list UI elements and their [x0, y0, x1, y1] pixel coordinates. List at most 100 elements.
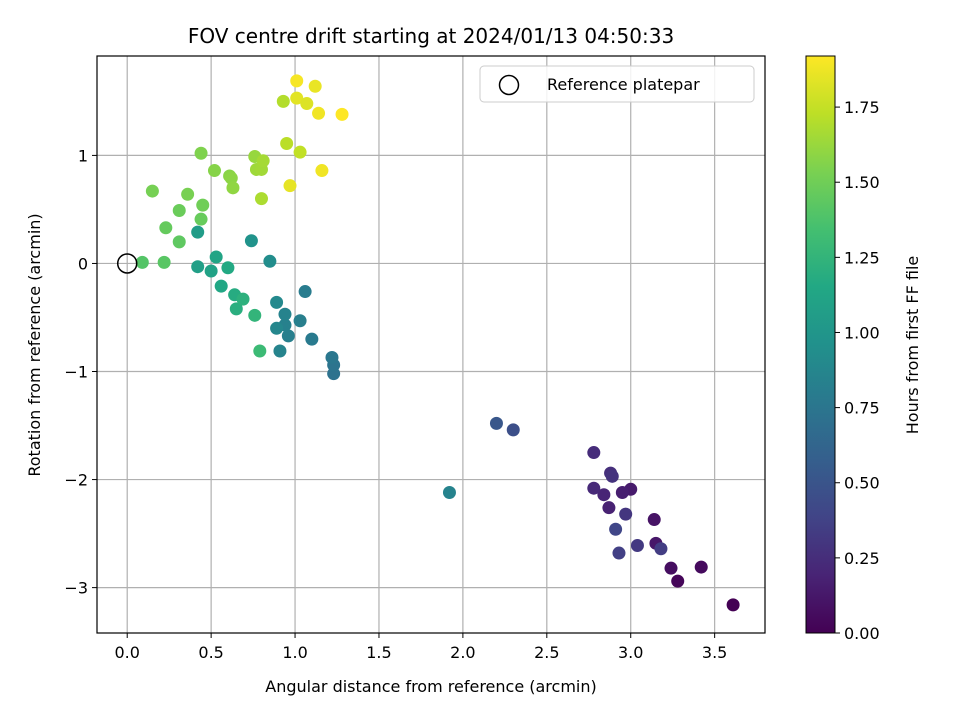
data-point [256, 154, 270, 168]
y-axis-label: Rotation from reference (arcmin) [25, 213, 44, 476]
colorbar-tick-label: 0.75 [844, 399, 880, 418]
data-point [191, 225, 205, 239]
data-point [204, 264, 218, 278]
data-point [305, 332, 319, 346]
colorbar-tick-label: 1.00 [844, 323, 880, 342]
data-point [181, 187, 195, 201]
y-tick-label: −2 [64, 471, 88, 490]
data-point [315, 164, 329, 178]
x-tick-label: 2.5 [534, 643, 559, 662]
y-tick-label: 0 [78, 254, 88, 273]
data-point [587, 481, 601, 495]
data-point [587, 446, 601, 460]
data-point [281, 329, 295, 343]
data-point [157, 255, 171, 269]
data-point [214, 279, 228, 293]
data-point [221, 261, 235, 275]
data-points [135, 74, 740, 612]
data-point [172, 204, 186, 218]
colorbar-tick-label: 0.25 [844, 549, 880, 568]
legend-marker-icon [498, 74, 520, 96]
data-point [619, 507, 633, 521]
data-point [263, 254, 277, 268]
data-point [191, 260, 205, 274]
data-point [602, 501, 616, 515]
plot-frame [96, 55, 766, 634]
data-point [254, 192, 268, 206]
data-point [248, 308, 262, 322]
colorbar-gradient [805, 55, 836, 634]
reference-platepar-marker [116, 253, 138, 274]
y-axis-ticks: −3 −2 −1 0 1 [64, 146, 97, 598]
y-tick-label: −3 [64, 579, 88, 598]
x-tick-label: 0.5 [198, 643, 223, 662]
data-point [335, 107, 349, 121]
data-point [290, 91, 304, 105]
data-point [647, 513, 661, 527]
colorbar-tick-label: 0.50 [844, 474, 880, 493]
x-tick-label: 1.0 [282, 643, 307, 662]
data-point [694, 560, 708, 574]
data-point [270, 295, 284, 309]
legend-entry-reference-platepar: Reference platepar [547, 75, 700, 94]
data-point [236, 292, 250, 306]
data-point [244, 234, 258, 248]
data-point [226, 181, 240, 195]
x-tick-label: 3.0 [618, 643, 643, 662]
data-point [609, 522, 623, 536]
x-tick-label: 1.5 [366, 643, 391, 662]
data-point [293, 145, 307, 159]
data-point [253, 344, 267, 358]
data-point [630, 538, 644, 552]
data-point [194, 146, 208, 160]
data-point [489, 416, 503, 430]
data-point [312, 106, 326, 120]
data-point [597, 488, 611, 502]
data-point [224, 171, 238, 185]
data-point [726, 598, 740, 612]
x-tick-label: 2.0 [450, 643, 475, 662]
data-point [325, 350, 339, 364]
data-point [194, 212, 208, 226]
x-tick-label: 0.0 [114, 643, 139, 662]
colorbar-ticks: 0.00 0.25 0.50 0.75 1.00 1.25 1.50 1.75 [835, 98, 880, 643]
legend-box [479, 65, 755, 103]
colorbar-tick-label: 1.75 [844, 98, 880, 117]
data-point [207, 164, 221, 178]
data-point [229, 302, 243, 316]
colorbar-label: Hours from first FF file [903, 256, 922, 435]
data-point [605, 469, 619, 483]
colorbar-tick-label: 1.25 [844, 248, 880, 267]
data-point [159, 221, 173, 235]
data-point [135, 255, 149, 269]
data-point [273, 344, 287, 358]
data-point [293, 314, 307, 328]
colorbar-tick-label: 0.00 [844, 624, 880, 643]
data-point [615, 486, 629, 500]
data-point [290, 74, 304, 88]
data-point [280, 137, 294, 151]
data-point [209, 250, 223, 264]
colorbar: 0.00 0.25 0.50 0.75 1.00 1.25 1.50 1.75 Hours f… [805, 55, 922, 643]
data-point [283, 179, 297, 193]
data-point [276, 94, 290, 108]
data-point [664, 561, 678, 575]
data-point [196, 198, 210, 212]
data-point [278, 307, 292, 321]
data-point [298, 285, 312, 299]
data-point [145, 184, 159, 198]
x-tick-label: 3.5 [702, 643, 727, 662]
chart-title: FOV centre drift starting at 2024/01/13 … [188, 24, 674, 48]
data-point [270, 321, 284, 335]
colorbar-tick-label: 1.50 [844, 173, 880, 192]
data-point [172, 235, 186, 249]
y-tick-label: 1 [78, 146, 88, 165]
x-axis-ticks: 0.0 0.5 1.0 1.5 2.0 2.5 3.0 3.5 [114, 633, 727, 662]
data-point [654, 542, 668, 556]
data-point [308, 79, 322, 93]
data-point [671, 574, 685, 588]
legend: Reference platepar [479, 65, 755, 103]
data-point [442, 486, 456, 500]
x-axis-label: Angular distance from reference (arcmin) [265, 677, 596, 696]
